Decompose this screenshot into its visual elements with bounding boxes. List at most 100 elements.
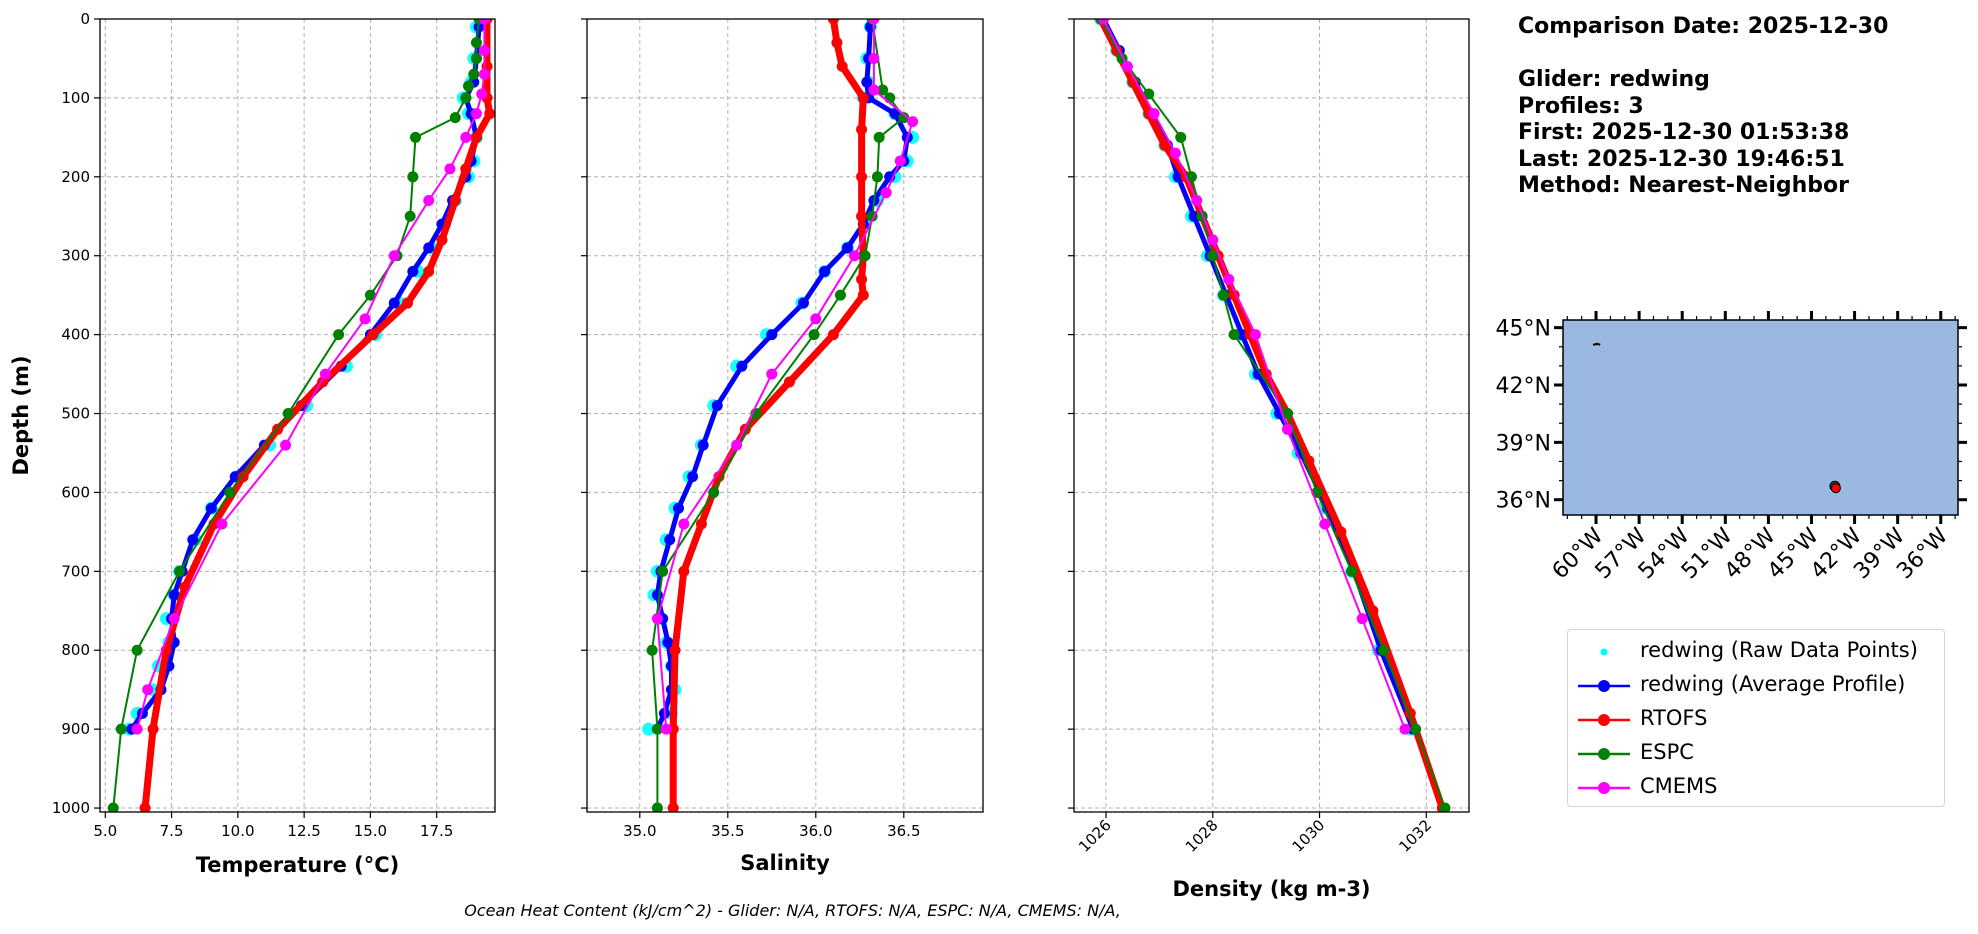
legend-swatch-average <box>1578 680 1630 692</box>
series-point <box>1249 329 1261 341</box>
series-point <box>827 19 839 25</box>
x-tick-label: 35.5 <box>711 822 744 840</box>
series-point <box>1169 147 1181 159</box>
series-point <box>868 19 880 25</box>
series-point <box>859 250 871 262</box>
series-point <box>819 265 831 277</box>
series-point <box>402 297 414 309</box>
glider-name: Glider: redwing <box>1518 67 1710 92</box>
last-time: Last: 2025-12-30 19:46:51 <box>1518 146 1845 172</box>
series-point <box>388 297 400 309</box>
series-point <box>1282 423 1294 435</box>
series-point <box>856 210 868 222</box>
series-point <box>367 329 379 341</box>
first-time: First: 2025-12-30 01:53:38 <box>1518 120 1850 145</box>
legend-swatch-rtofs <box>1578 714 1630 726</box>
profile-panel-2: 35.0 35.5 36.0 36.5 Salinity <box>581 18 984 875</box>
series-point <box>651 723 663 735</box>
series-point <box>657 565 669 577</box>
series-point <box>470 52 482 64</box>
map-inset: 45°N42°N39°N36°N60°W57°W54°W51°W48°W45°W… <box>1496 311 1967 584</box>
x-tick-label: 15.0 <box>354 822 387 840</box>
series-point <box>470 131 482 143</box>
series-point <box>687 471 699 483</box>
series-point <box>423 242 435 254</box>
series-point <box>868 52 880 64</box>
series-point <box>857 92 869 104</box>
series-point <box>470 37 482 49</box>
series-point <box>868 84 880 96</box>
series-point <box>808 329 820 341</box>
series-point <box>1188 210 1200 222</box>
series-point <box>1282 408 1294 420</box>
map-coastline <box>1592 342 1601 346</box>
series-point <box>187 534 199 546</box>
series-point <box>783 376 795 388</box>
series-point <box>460 92 472 104</box>
series-point <box>460 131 472 143</box>
series-group <box>642 19 920 812</box>
x-tick-label: 1032 <box>1395 816 1435 856</box>
comparison-date: Comparison Date: 2025-12-30 <box>1518 14 1889 39</box>
series-point <box>168 589 180 601</box>
series-point <box>1346 565 1358 577</box>
series-point <box>646 644 658 656</box>
series-point <box>142 684 154 696</box>
chart-legend: redwing (Raw Data Points) redwing (Avera… <box>1567 629 1945 807</box>
series-point <box>1097 19 1109 25</box>
series-point <box>856 171 868 183</box>
series-point <box>673 502 685 514</box>
series-point <box>898 112 910 124</box>
y-tick-label: 0 <box>80 10 90 28</box>
series-point <box>856 273 868 285</box>
legend-item-rtofs: RTOFS <box>1568 703 1944 737</box>
series-point <box>1159 139 1171 151</box>
axes-frame <box>586 18 984 813</box>
series-point <box>1356 613 1368 625</box>
series-point <box>857 289 869 301</box>
series-point <box>478 19 490 25</box>
series-point <box>711 400 723 412</box>
series-point <box>736 360 748 372</box>
series-point <box>695 518 707 530</box>
legend-label-raw: redwing (Raw Data Points) <box>1640 638 1918 662</box>
map-lon-label: 36°W <box>1892 523 1953 584</box>
map-lat-label: 42°N <box>1496 374 1551 399</box>
y-tick-label: 100 <box>61 89 90 107</box>
y-tick-label: 1000 <box>52 799 90 817</box>
series-point <box>139 802 151 812</box>
series-point <box>667 802 679 812</box>
info-panel: Comparison Date: 2025-12-30 Glider: redw… <box>1518 14 1888 200</box>
series-point <box>282 408 294 420</box>
series-point <box>1223 273 1235 285</box>
series-point <box>834 289 846 301</box>
series-point <box>107 802 119 812</box>
series-line-cmems <box>136 19 486 731</box>
series-point <box>388 250 400 262</box>
series-point <box>697 439 709 451</box>
series-point <box>1252 368 1264 380</box>
profile-count: Profiles: 3 <box>1518 93 1644 119</box>
y-tick-label: 900 <box>61 720 90 738</box>
x-axis-label: Density (kg m-3) <box>1172 877 1370 901</box>
series-point <box>662 636 674 648</box>
profile-panel-3: 1026 1028 1030 1032 Density (kg m-3) <box>1068 18 1470 901</box>
series-point <box>319 368 331 380</box>
legend-item-espc: ESPC <box>1568 737 1944 771</box>
series-point <box>880 187 892 199</box>
series-point <box>407 265 419 277</box>
series-point <box>861 76 873 88</box>
series-point <box>468 68 480 80</box>
series-point <box>651 613 663 625</box>
x-tick-label: 36.5 <box>887 822 920 840</box>
y-axis-label: Depth (m) <box>9 355 33 475</box>
legend-item-raw: redwing (Raw Data Points) <box>1568 635 1944 669</box>
interp-method: Method: Nearest-Neighbor <box>1518 173 1849 198</box>
legend-label-average: redwing (Average Profile) <box>1640 672 1906 696</box>
series-point <box>1207 234 1219 246</box>
series-point <box>1175 131 1187 143</box>
series-point <box>444 163 456 175</box>
x-tick-label: 1030 <box>1289 816 1329 856</box>
series-point <box>470 108 482 120</box>
